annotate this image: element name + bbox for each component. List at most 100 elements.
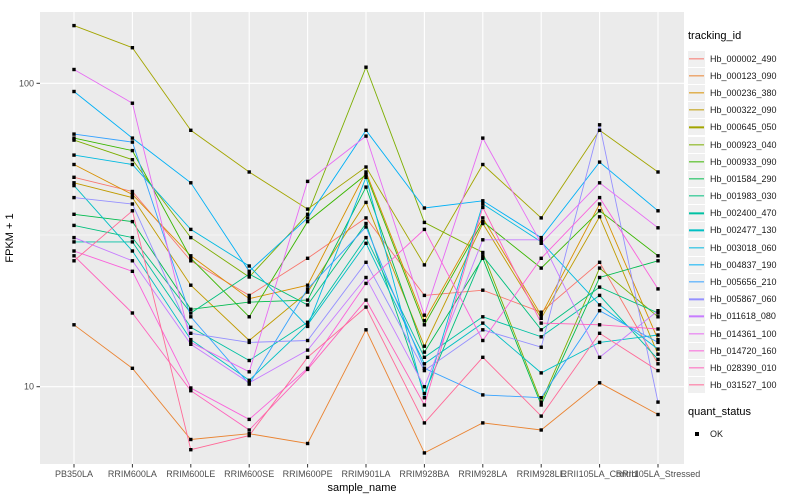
legend-item-label: Hb_004837_190 — [710, 259, 777, 270]
legend-item-label: Hb_014720_160 — [710, 345, 777, 356]
data-point — [247, 300, 251, 304]
legend-line-icon — [689, 161, 704, 163]
data-point — [130, 219, 135, 224]
data-point — [364, 281, 368, 286]
data-point — [656, 362, 660, 366]
legend-line-icon — [689, 178, 704, 180]
data-point — [597, 303, 602, 307]
data-point — [481, 216, 485, 220]
data-point — [189, 311, 193, 315]
legend-key-swatch — [688, 170, 705, 187]
legend-item-label: Hb_014361_100 — [710, 328, 777, 339]
data-point — [189, 337, 193, 342]
data-point — [597, 202, 602, 206]
data-point — [72, 249, 76, 253]
data-point — [189, 259, 193, 263]
legend-key-swatch — [688, 205, 705, 222]
data-point — [481, 199, 485, 203]
legend-item-label: Hb_000933_090 — [710, 156, 777, 167]
data-point — [422, 451, 427, 455]
data-point — [130, 202, 135, 206]
legend-item-label: Hb_028390_010 — [710, 362, 777, 373]
data-point — [130, 311, 135, 315]
data-point — [305, 256, 310, 260]
data-point — [72, 240, 76, 244]
data-point — [364, 305, 368, 309]
data-point — [656, 357, 660, 362]
data-point — [305, 207, 310, 211]
data-point — [422, 263, 427, 267]
data-point — [422, 313, 427, 317]
data-point — [189, 283, 193, 287]
data-point — [597, 209, 602, 213]
data-point — [539, 256, 543, 260]
data-point — [305, 367, 310, 372]
data-point — [422, 323, 427, 327]
x-tick-label: RRIM600LE — [166, 469, 215, 479]
data-point — [539, 241, 543, 245]
data-point — [364, 260, 368, 264]
data-point — [597, 260, 602, 264]
data-point — [597, 340, 602, 345]
data-point — [130, 101, 135, 105]
data-point — [597, 195, 602, 200]
data-point — [481, 254, 485, 258]
data-point — [656, 368, 660, 373]
legend-item-label: Hb_011618_080 — [710, 311, 776, 322]
data-point — [305, 441, 310, 446]
legend-key-swatch — [688, 325, 705, 342]
data-point — [656, 412, 660, 417]
data-point — [422, 403, 427, 407]
data-point — [422, 319, 427, 323]
x-tick-label: RRII105LA_Control — [561, 469, 639, 479]
data-point — [130, 269, 135, 273]
legend-item: Hb_002477_130 — [688, 222, 798, 239]
data-point — [364, 241, 368, 245]
data-point — [247, 381, 251, 385]
data-point — [364, 65, 368, 69]
data-point — [189, 227, 193, 232]
data-point — [422, 391, 427, 396]
data-point — [422, 220, 427, 225]
data-point — [305, 338, 310, 343]
legend-key-swatch — [688, 136, 705, 153]
x-tick-label: RRII105LA_Stressed — [616, 469, 701, 479]
data-point — [130, 162, 135, 167]
data-point — [247, 170, 251, 174]
legend-item-label: Hb_002400_470 — [710, 208, 777, 219]
data-point — [130, 259, 135, 263]
data-point — [130, 148, 135, 153]
legend-key-swatch — [688, 222, 705, 239]
data-point — [247, 432, 251, 436]
data-point — [72, 254, 76, 258]
x-tick-label: RRIM928BA — [399, 469, 449, 479]
data-point — [364, 225, 368, 229]
legend-key-swatch — [688, 67, 705, 84]
data-point — [72, 67, 76, 72]
legend-line-icon — [689, 332, 704, 335]
legend-shape-title: quant_status — [688, 405, 751, 418]
legend-item: Hb_000236_380 — [688, 84, 798, 101]
legend-item: Hb_011618_080 — [688, 308, 798, 325]
data-point — [364, 216, 368, 220]
x-tick-label: RRIM901LA — [341, 469, 390, 479]
data-point — [130, 195, 135, 200]
data-point — [247, 370, 251, 374]
data-point — [656, 209, 660, 213]
legend-item-label: Hb_005656_210 — [710, 277, 777, 288]
data-point — [364, 165, 368, 169]
data-point — [539, 216, 543, 220]
data-point — [189, 128, 193, 132]
legend-item: Hb_014361_100 — [688, 325, 798, 342]
data-point — [364, 134, 368, 138]
data-point — [481, 205, 485, 210]
data-point — [72, 138, 76, 142]
data-point — [656, 340, 660, 345]
data-point — [597, 293, 602, 298]
x-tick-label: RRIM928LA — [458, 469, 507, 479]
data-point — [539, 428, 543, 432]
data-point — [539, 335, 543, 339]
legend-key-swatch — [688, 239, 705, 256]
data-point — [597, 285, 602, 289]
